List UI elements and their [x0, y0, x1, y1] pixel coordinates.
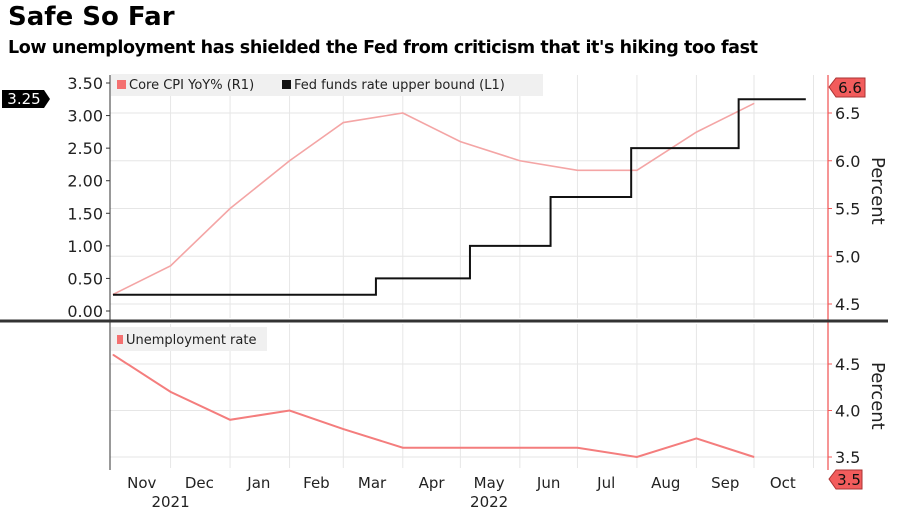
x-tick-label-month: Jun: [536, 474, 560, 492]
last-value-flag-fed: [2, 90, 50, 108]
left-tick-label: 0.00: [67, 302, 103, 321]
unemployment-point: [342, 428, 344, 430]
cpi-point: [576, 169, 578, 171]
x-tick-label-month: Sep: [711, 474, 739, 492]
cpi-point: [636, 169, 638, 171]
last-value-flag-cpi: [828, 77, 866, 98]
unemployment-point: [519, 447, 521, 449]
right-tick-label: 6.5: [835, 104, 860, 123]
chart-subtitle: Low unemployment has shielded the Fed fr…: [8, 38, 758, 58]
right-tick-label: 4.0: [835, 402, 860, 421]
cpi-point: [695, 131, 697, 133]
cpi-point: [170, 265, 172, 267]
legend-top-bg: [111, 74, 543, 96]
unemployment-point: [229, 419, 231, 421]
right-tick-label: 5.5: [835, 200, 860, 219]
cpi-point: [402, 112, 404, 114]
right-axis-title: Percent: [867, 157, 888, 225]
unemployment-point: [576, 447, 578, 449]
cpi-line: [112, 102, 755, 296]
legend-swatch-unemployment: [117, 335, 123, 344]
right-tick-label: 6.0: [835, 152, 860, 171]
left-tick-label: 3.50: [67, 74, 103, 93]
x-tick-label-month: Apr: [419, 474, 446, 492]
x-tick-label-month: Jul: [596, 474, 615, 492]
right-tick-label: 4.5: [835, 295, 860, 314]
last-value-label-unemployment: 3.5: [837, 471, 861, 489]
last-value-flag-unemployment: [828, 469, 863, 490]
left-tick-label: 1.50: [67, 204, 103, 223]
legend-label-cpi: Core CPI YoY% (R1): [129, 78, 254, 93]
legend-swatch-fed: [282, 80, 291, 89]
cpi-point: [519, 160, 521, 162]
unemployment-point: [289, 410, 291, 411]
right-tick-label: 5.0: [835, 247, 860, 266]
fed-funds-line: [113, 98, 806, 296]
unemployment-point: [695, 437, 697, 439]
unemployment-point: [402, 447, 404, 449]
x-tick-label-year: 2022: [470, 493, 508, 510]
cpi-point: [342, 122, 344, 124]
x-tick-label-month: Oct: [770, 474, 796, 492]
cpi-point: [229, 208, 231, 209]
x-tick-label-month: Jan: [246, 474, 270, 492]
left-tick-label: 2.50: [67, 139, 103, 158]
left-tick-label: 2.00: [67, 172, 103, 191]
right-axis-title: Percent: [867, 362, 888, 430]
unemployment-point: [636, 456, 638, 458]
left-tick-label: 3.00: [67, 107, 103, 126]
x-tick-label-month: Mar: [358, 474, 387, 492]
legend-label-fed: Fed funds rate upper bound (L1): [294, 78, 505, 93]
left-tick-label: 0.50: [67, 269, 103, 288]
cpi-point: [753, 102, 755, 104]
x-tick-label-month: May: [474, 474, 505, 492]
right-tick-label: 3.5: [835, 448, 860, 467]
unemployment-point: [170, 391, 172, 393]
x-tick-label-month: Aug: [651, 474, 680, 492]
x-tick-label-month: Feb: [303, 474, 330, 492]
unemployment-line: [112, 353, 755, 459]
unemployment-point: [459, 447, 461, 449]
last-value-label-cpi: 6.6: [838, 79, 862, 97]
x-tick-label-month: Nov: [127, 474, 156, 492]
legend-bottom-bg: [111, 327, 267, 351]
chart-title: Safe So Far: [8, 2, 175, 32]
cpi-point: [289, 160, 291, 162]
legend-swatch-cpi: [117, 80, 126, 89]
unemployment-point: [753, 456, 755, 458]
x-tick-label-year: 2021: [151, 493, 189, 510]
right-tick-label: 4.5: [835, 355, 860, 374]
x-tick-label-month: Dec: [185, 474, 214, 492]
cpi-point: [459, 141, 461, 143]
last-value-label-fed: 3.25: [7, 90, 40, 108]
legend-label-unemployment: Unemployment rate: [126, 333, 256, 348]
unemployment-point: [112, 354, 114, 356]
left-tick-label: 1.00: [67, 237, 103, 256]
